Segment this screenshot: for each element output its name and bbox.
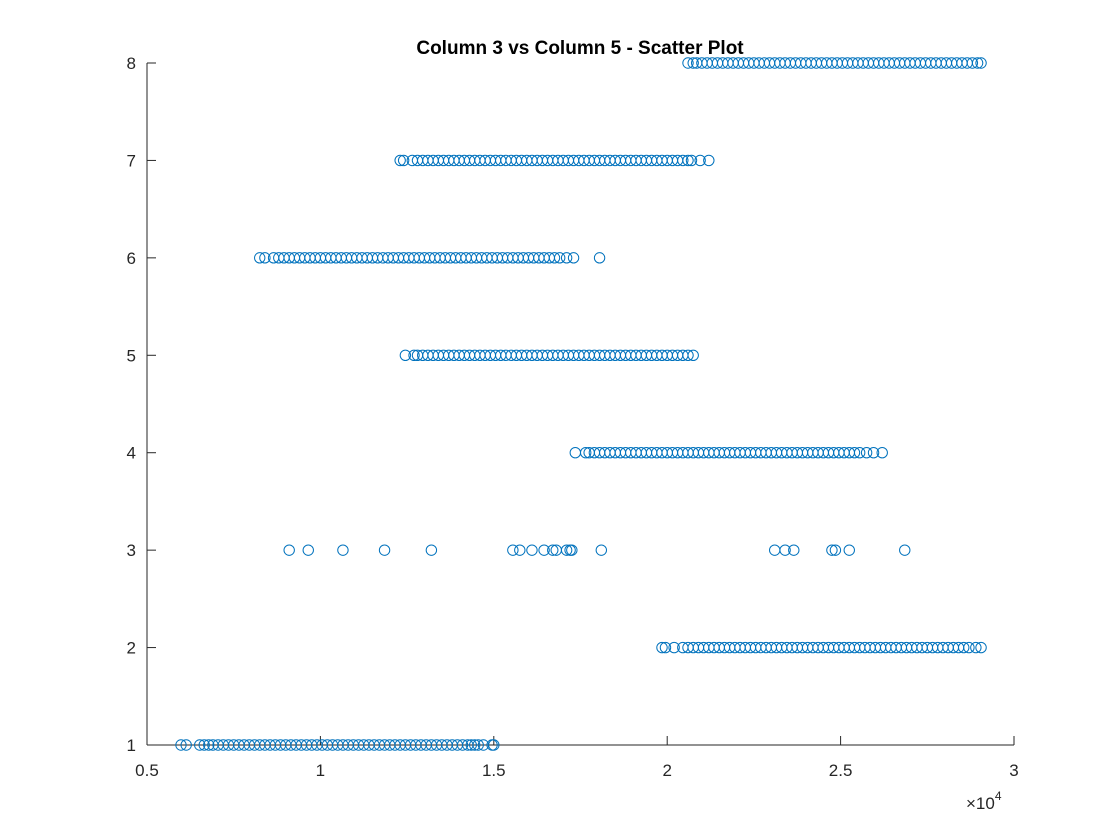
scatter-point: [682, 154, 694, 167]
scatter-point: [397, 154, 410, 167]
scatter-point: [595, 544, 608, 556]
scatter-point: [899, 544, 911, 556]
scatter-point: [465, 739, 477, 751]
scatter-point: [779, 544, 791, 556]
y-tick-label: 3: [127, 541, 136, 560]
scatter-point: [687, 57, 699, 69]
scatter-point: [203, 739, 215, 751]
scatter-point: [408, 349, 420, 361]
y-tick-label: 6: [127, 249, 136, 268]
scatter-point: [254, 252, 266, 264]
scatter-point: [958, 641, 970, 654]
x-tick-label: 2.5: [829, 761, 853, 780]
scatter-point: [975, 57, 987, 69]
scatter-point: [514, 544, 526, 556]
scatter-point: [425, 544, 438, 556]
scatter-point: [526, 544, 538, 556]
scatter-point: [394, 154, 406, 167]
scatter-point: [580, 447, 592, 459]
chart-title: Column 3 vs Column 5 - Scatter Plot: [416, 38, 744, 59]
scatter-point: [548, 252, 561, 264]
scatter-point: [860, 447, 873, 459]
y-tick-label: 8: [127, 54, 136, 73]
scatter-point: [848, 447, 861, 459]
scatter-point: [302, 544, 314, 556]
scatter-point: [198, 739, 210, 751]
scatter-point: [867, 447, 880, 459]
y-tick-label: 4: [127, 444, 136, 463]
scatter-point: [547, 544, 559, 556]
scatter-point: [553, 252, 566, 264]
scatter-point: [507, 544, 519, 556]
scatter-point: [703, 154, 715, 167]
scatter-point: [659, 641, 672, 654]
scatter-point: [283, 544, 295, 556]
x-tick-label: 1.5: [482, 761, 506, 780]
x-tick-label: 1: [316, 761, 325, 780]
x-exponent-power: 4: [995, 789, 1002, 803]
x-tick-label: 0.5: [135, 761, 159, 780]
scatter-point: [829, 544, 842, 556]
scatter-point: [687, 349, 699, 361]
scatter-point: [472, 739, 484, 751]
scatter-point: [843, 544, 855, 556]
scatter-point: [826, 544, 838, 556]
scatter-point: [682, 349, 694, 361]
scatter-point: [456, 739, 469, 751]
y-axis-ticks: 1 2 3 4 5 6 7 8: [127, 54, 156, 755]
scatter-point: [876, 447, 888, 459]
scatter-point: [488, 739, 500, 751]
scatter-point: [469, 739, 481, 751]
scatter-point: [399, 349, 412, 361]
x-exponent-prefix: ×10: [966, 794, 995, 813]
scatter-point: [975, 641, 987, 654]
scatter-point: [966, 57, 979, 69]
scatter-point: [682, 57, 694, 69]
scatter-point: [694, 154, 706, 167]
scatter-point: [378, 544, 391, 556]
scatter-point: [853, 447, 866, 459]
scatter-point: [963, 641, 975, 654]
y-tick-label: 1: [127, 736, 136, 755]
scatter-point: [337, 544, 349, 556]
scatter-point: [259, 252, 271, 264]
scatter-point: [560, 252, 573, 264]
scatter-point: [677, 154, 689, 167]
x-tick-label: 2: [662, 761, 671, 780]
scatter-point: [668, 641, 680, 654]
scatter-point: [560, 544, 573, 556]
scatter-point: [788, 544, 800, 556]
y-tick-label: 5: [127, 346, 136, 365]
scatter-point: [194, 739, 206, 751]
scatter-point: [656, 641, 668, 654]
scatter-point: [593, 252, 606, 264]
scatter-markers: [175, 57, 987, 751]
scatter-point: [685, 154, 698, 167]
y-tick-label: 2: [127, 639, 136, 658]
scatter-point: [175, 739, 187, 751]
scatter-point: [538, 544, 550, 556]
x-tick-label: 3: [1009, 761, 1018, 780]
scatter-point: [566, 544, 578, 556]
scatter-point: [180, 739, 192, 751]
x-exponent-label: ×104: [966, 789, 1002, 813]
scatter-point: [971, 57, 984, 69]
plot-area: 0.5 1 1.5 2 2.5 3 1 2 3 4 5 6 7 8: [127, 54, 1019, 780]
y-tick-label: 7: [127, 151, 136, 170]
scatter-point: [970, 641, 982, 654]
scatter-point: [567, 252, 580, 264]
